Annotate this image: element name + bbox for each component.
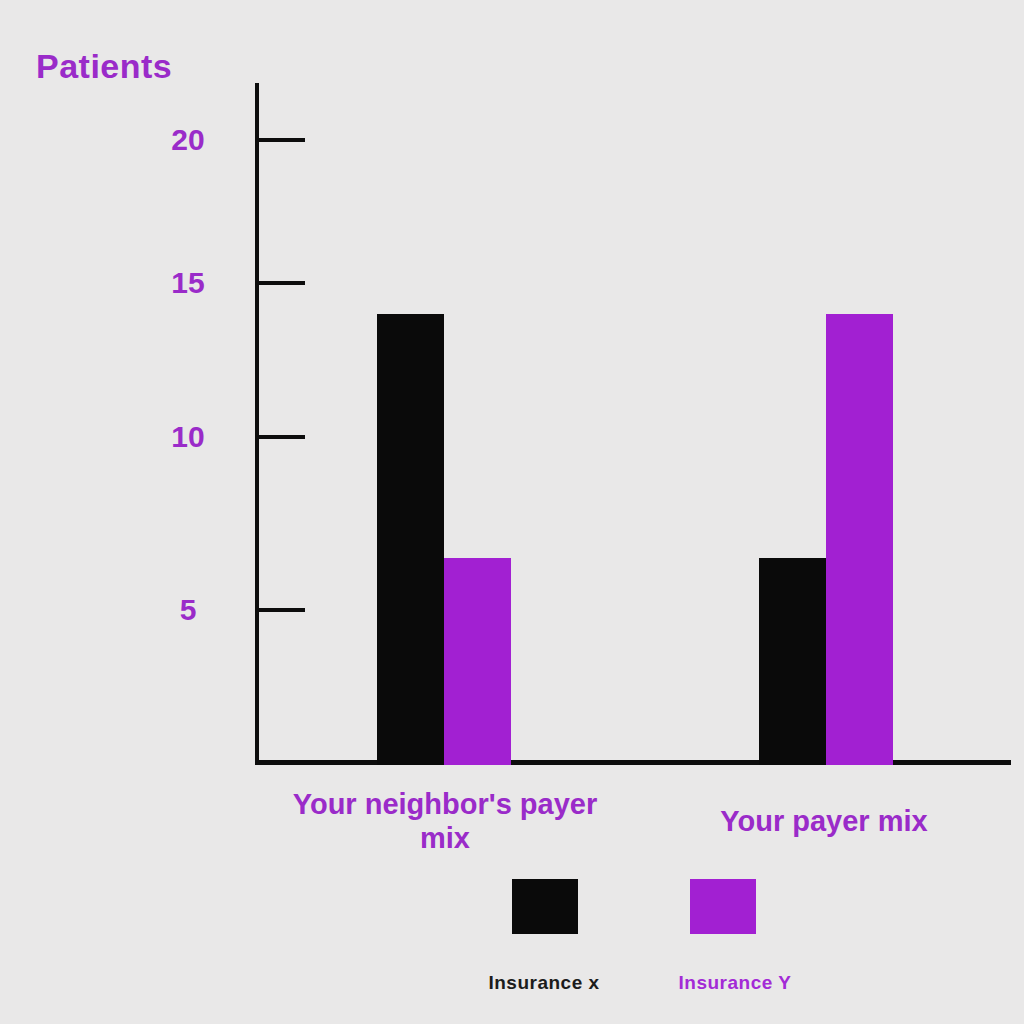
payer-mix-infographic: Patients 5 10 15 20 Your neighbor's payer m…: [0, 0, 1024, 1024]
bar-insurance-x-group-2: [759, 558, 826, 765]
bar-insurance-y-group-1: [444, 558, 511, 765]
y-tick-mark-10: [257, 435, 305, 439]
y-tick-mark-15: [257, 281, 305, 285]
legend-swatch-insurance-x: [512, 879, 578, 934]
legend-label-insurance-y: Insurance Y: [635, 972, 835, 994]
y-tick-label-20: 20: [128, 123, 248, 157]
y-tick-label-15: 15: [128, 266, 248, 300]
bar-insurance-x-group-1: [377, 314, 444, 765]
legend-swatch-insurance-y: [690, 879, 756, 934]
x-axis-line: [255, 760, 1011, 765]
category-label-your-payer-mix: Your payer mix: [634, 785, 1014, 857]
y-tick-mark-5: [257, 608, 305, 612]
bar-insurance-y-group-2: [826, 314, 893, 765]
y-tick-label-10: 10: [128, 420, 248, 454]
y-tick-label-5: 5: [128, 593, 248, 627]
y-axis-title: Patients: [36, 47, 172, 86]
y-tick-mark-20: [257, 138, 305, 142]
y-axis-line: [255, 83, 259, 765]
category-label-neighbors-payer-mix: Your neighbor's payer mix: [285, 785, 605, 857]
legend-label-insurance-x: Insurance x: [444, 972, 644, 994]
